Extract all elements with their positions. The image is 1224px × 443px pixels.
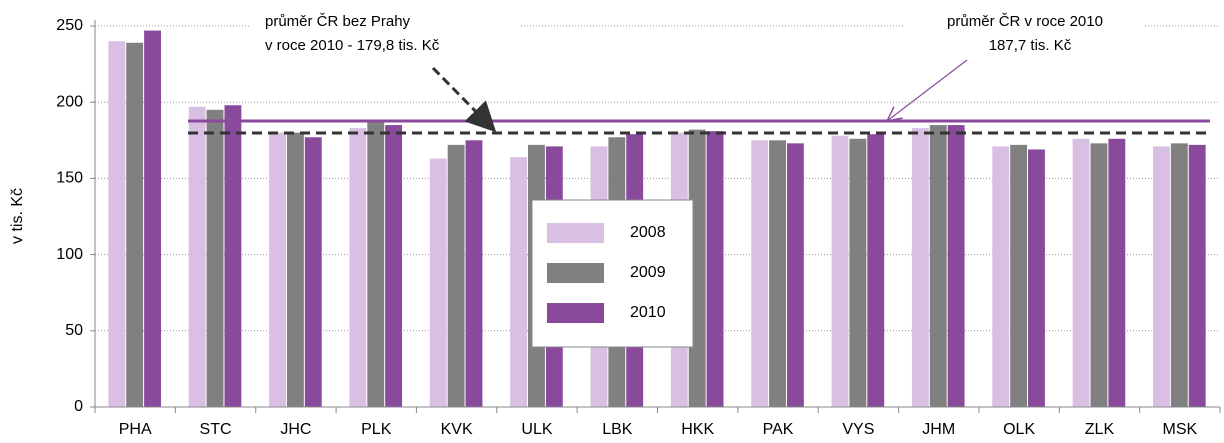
x-tick-label: JHM	[922, 421, 955, 438]
bar	[1072, 138, 1090, 407]
x-tick-label: LBK	[602, 421, 633, 438]
bar	[1090, 143, 1108, 407]
annotation: průměr ČR bez Prahy	[265, 13, 411, 30]
bar	[849, 138, 867, 407]
bar	[831, 135, 849, 407]
bar	[1170, 143, 1188, 407]
bar	[367, 122, 385, 408]
bar	[1188, 144, 1206, 407]
x-tick-label: STC	[200, 421, 232, 438]
y-tick-label: 50	[65, 322, 83, 339]
bar	[1010, 144, 1028, 407]
x-tick-label: OLK	[1003, 421, 1035, 438]
bar	[1108, 138, 1126, 407]
bar	[429, 158, 447, 407]
bar	[465, 140, 483, 408]
y-tick-label: 0	[74, 398, 83, 415]
y-axis-label: v tis. Kč	[9, 188, 26, 244]
legend: 2008 2009 2010	[531, 199, 694, 348]
bar	[992, 146, 1010, 407]
bar	[706, 131, 724, 407]
bar	[108, 41, 126, 408]
annotation-arrow	[887, 59, 968, 121]
y-tick-label: 250	[56, 17, 83, 34]
x-tick-label: MSK	[1162, 421, 1197, 438]
x-tick-label: PAK	[763, 421, 794, 438]
bar	[947, 125, 965, 407]
x-tick-label: PLK	[361, 421, 392, 438]
bar	[751, 140, 769, 408]
bar	[786, 143, 804, 407]
x-tick-label: HKK	[681, 421, 714, 438]
annotation: v roce 2010 - 179,8 tis. Kč	[265, 37, 440, 54]
legend-label: 2008	[630, 224, 666, 241]
bar	[385, 125, 403, 407]
x-tick-label: PHA	[119, 421, 152, 438]
x-tick-label: VYS	[842, 421, 874, 438]
bar	[224, 105, 242, 408]
bar	[929, 125, 947, 407]
legend-swatch	[547, 263, 604, 283]
x-tick-label: KVK	[441, 421, 473, 438]
bar	[1028, 149, 1045, 407]
bar	[126, 42, 144, 407]
bar	[286, 132, 304, 407]
bar	[911, 128, 929, 407]
legend-swatch	[547, 223, 604, 243]
bar	[769, 140, 786, 408]
bar	[510, 157, 528, 407]
x-tick-label: ZLK	[1085, 421, 1115, 438]
bar	[206, 109, 224, 407]
annotation: 187,7 tis. Kč	[989, 37, 1072, 54]
y-tick-label: 200	[56, 93, 83, 110]
annotation-bg	[250, 8, 520, 64]
x-tick-label: JHC	[280, 421, 311, 438]
legend-label: 2009	[630, 264, 666, 281]
y-tick-label: 100	[56, 246, 83, 263]
legend-swatch	[547, 303, 604, 323]
legend-label: 2010	[630, 304, 666, 321]
bar	[1153, 146, 1170, 407]
annotation-bg	[905, 8, 1145, 64]
x-tick-label: ULK	[521, 421, 552, 438]
bar	[144, 30, 161, 408]
bar	[867, 134, 885, 408]
bar	[447, 144, 465, 407]
y-tick-label: 150	[56, 170, 83, 187]
bar	[304, 137, 322, 407]
annotation-arrow	[431, 66, 497, 133]
bar	[349, 128, 367, 407]
bar	[269, 132, 286, 407]
annotation: průměr ČR v roce 2010	[947, 13, 1103, 30]
bar	[188, 106, 206, 407]
